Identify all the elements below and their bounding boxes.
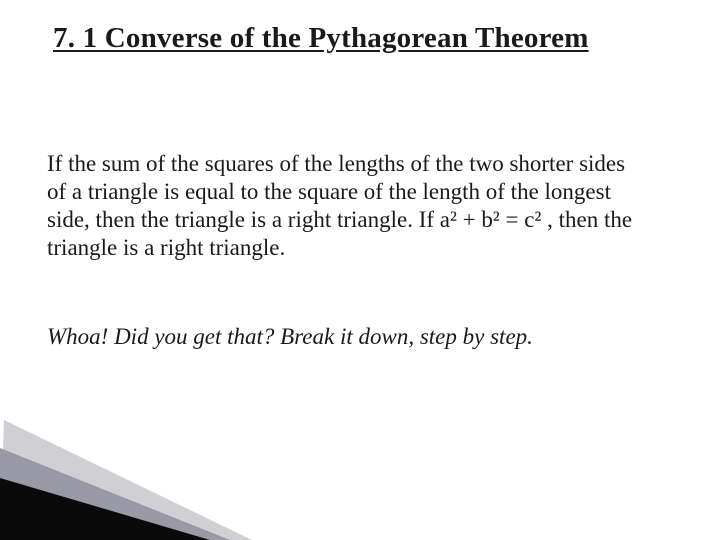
body-text: If the sum of the squares of the lengths… bbox=[47, 150, 647, 262]
wedge-layer-mid bbox=[0, 448, 230, 540]
wedge-layer-dark bbox=[0, 478, 210, 540]
slide: 7. 1 Converse of the Pythagorean Theorem… bbox=[0, 0, 720, 540]
corner-wedge-icon bbox=[0, 420, 260, 540]
accent-text: Whoa! Did you get that? Break it down, s… bbox=[47, 324, 647, 350]
slide-title: 7. 1 Converse of the Pythagorean Theorem bbox=[53, 22, 589, 55]
wedge-layer-light bbox=[0, 420, 252, 540]
